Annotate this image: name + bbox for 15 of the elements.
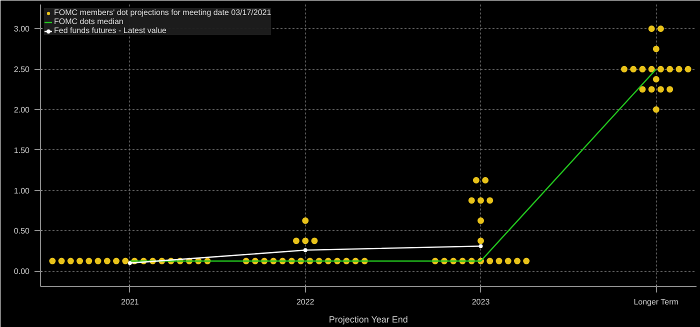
x-tick-label: 2021 <box>121 298 140 306</box>
x-tick-label: Longer Term <box>634 298 679 306</box>
legend-label: Fed funds futures - Latest value <box>54 26 167 35</box>
y-tick-label: 2.00 <box>14 106 30 115</box>
y-tick-label: 0.50 <box>14 226 30 236</box>
y-tick-label: 1.50 <box>14 146 30 155</box>
legend-label: FOMC dots median <box>54 17 124 26</box>
legend-label: FOMC members' dot projections for meeting date 03/17/2021 <box>54 8 272 17</box>
y-tick-label: 0.00 <box>14 267 30 276</box>
y-tick-label: 1.00 <box>14 186 30 196</box>
x-axis-title: Projection Year End <box>328 314 408 324</box>
x-tick-label: 2022 <box>296 298 315 306</box>
y-tick-label: 2.50 <box>14 65 30 74</box>
x-tick-label: 2023 <box>472 298 490 306</box>
y-tick-label: 3.00 <box>14 24 30 34</box>
